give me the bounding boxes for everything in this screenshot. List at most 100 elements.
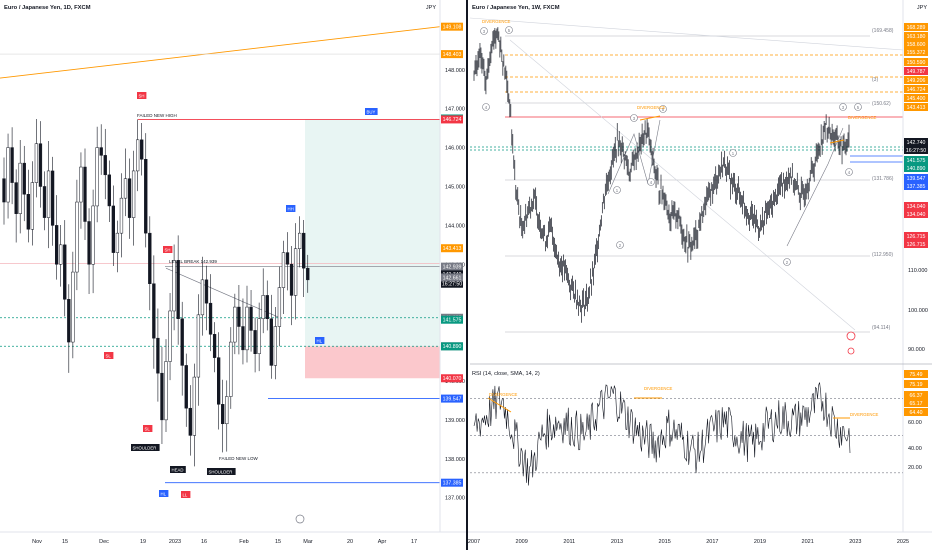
left-x-tick: 19	[140, 539, 146, 545]
ll-tag: LL	[183, 492, 188, 497]
candle-body	[59, 244, 63, 265]
wave-number: 3	[633, 116, 636, 121]
left-chart-title: Euro / Japanese Yen, 1D, FXCM	[4, 5, 91, 11]
wave-circle	[854, 103, 862, 111]
candle-body	[14, 182, 18, 214]
divergence-label-3: DIVERGENCE	[848, 115, 877, 120]
wave-number: 1	[732, 151, 735, 156]
hh-tag-bg	[286, 205, 296, 212]
right-price-badge-bg	[904, 182, 928, 190]
candle-body	[79, 166, 83, 203]
left-x-tick: Apr	[378, 539, 387, 545]
right-price-badge-bg	[904, 94, 928, 102]
right-x-tick: 2009	[516, 539, 528, 545]
right-x-tick: 2023	[849, 539, 861, 545]
left-y-tick: 144.000	[445, 223, 465, 229]
candle-body	[46, 170, 51, 218]
candle-body	[55, 225, 59, 265]
candle-body	[115, 232, 120, 253]
candle-body	[180, 318, 184, 366]
right-price-badge-bg	[904, 164, 928, 172]
panel-divider	[466, 0, 468, 550]
right-y-tick: 110.000	[908, 268, 927, 274]
left-price-badge-bg	[441, 374, 463, 383]
candle-body	[148, 232, 152, 284]
candle-body	[196, 314, 201, 378]
candle-body	[2, 178, 6, 203]
wave-circle	[613, 186, 621, 194]
left-price-badge: 139.547	[443, 396, 462, 402]
candle-body	[293, 248, 298, 296]
right-x-tick: 2011	[563, 539, 575, 545]
divergence-line-price2	[829, 139, 845, 144]
left-price-badge-bg	[441, 244, 463, 253]
candle-body	[281, 252, 286, 288]
candle-body	[103, 155, 107, 176]
right-y-tick: 90.000	[908, 347, 925, 353]
left-price-badge-bg	[441, 342, 463, 351]
right-price-badge-bg	[904, 210, 928, 218]
right-x-tick: 2019	[754, 539, 766, 545]
candle-body	[131, 170, 136, 218]
wave-number: 2	[786, 260, 789, 265]
candle-body	[111, 205, 115, 253]
left-x-tick: 15	[275, 539, 281, 545]
wave-circle	[505, 26, 513, 34]
candle-body	[184, 365, 188, 409]
left-price-badge: 137.385	[443, 480, 462, 486]
candle-body	[204, 279, 209, 304]
divergence-label-1: DIVERGENCE	[482, 19, 511, 24]
candle-body	[67, 299, 71, 343]
hl-box-tag-bg	[315, 337, 325, 344]
candle-body	[200, 279, 205, 316]
wave-circle	[616, 241, 624, 249]
wave-circle	[783, 258, 791, 266]
candle-body	[217, 357, 221, 405]
candle-body	[99, 147, 103, 156]
candle-body	[298, 232, 302, 249]
candle-body	[221, 404, 225, 425]
candle-body	[269, 318, 273, 366]
left-y-tick: 145.000	[445, 184, 465, 190]
candle-body	[6, 147, 10, 203]
left-y-tick: 139.000	[445, 418, 465, 424]
right-price-badge-bg	[904, 232, 928, 240]
right-price-badge: 146.724	[907, 87, 926, 93]
candle-body	[289, 264, 294, 296]
rsi-divergence-label-2: DIVERGENCE	[644, 386, 673, 391]
shoulder-left-tag: SHOULDER	[133, 445, 157, 450]
left-y-tick: 146.000	[445, 146, 465, 152]
candle-body	[160, 372, 164, 421]
stop-loss-zone	[305, 346, 440, 379]
buy-tag: BUY	[367, 109, 376, 114]
right-price-badge-bg	[904, 240, 928, 248]
sh-tag: SH	[139, 93, 145, 98]
left-price-badge: 140.070	[443, 376, 462, 382]
sl-tag-bg	[104, 352, 114, 359]
candle-body	[233, 306, 237, 343]
wave-circle	[659, 105, 667, 113]
fib-label: (94.114)	[872, 325, 891, 331]
right-price-badge-bg	[904, 146, 928, 154]
left-y-tick: 137.000	[445, 496, 465, 502]
candle-body	[265, 295, 269, 319]
right-price-badge: 145.400	[907, 96, 926, 102]
candle-body	[306, 267, 310, 281]
left-price-badge-bg	[441, 22, 463, 31]
diagonal-trend-line	[509, 39, 856, 331]
rsi-y-tick: 60.00	[908, 420, 922, 426]
left-price-badge: 140.890	[443, 344, 462, 350]
right-price-badge-bg	[904, 138, 928, 146]
left-x-tick: Dec	[99, 539, 109, 545]
take-profit-zone	[305, 119, 440, 347]
right-chart-title: Euro / Japanese Yen, 1W, FXCM	[472, 5, 560, 11]
rsi-badge-bg	[904, 408, 928, 416]
trend-line-orange	[0, 26, 441, 79]
candle-body	[257, 318, 261, 354]
right-currency-label: JPY	[917, 5, 927, 11]
left-price-badge: 141.575	[443, 318, 462, 324]
candle-body	[225, 396, 229, 425]
candle-body	[63, 244, 67, 300]
candle-body	[168, 310, 172, 362]
